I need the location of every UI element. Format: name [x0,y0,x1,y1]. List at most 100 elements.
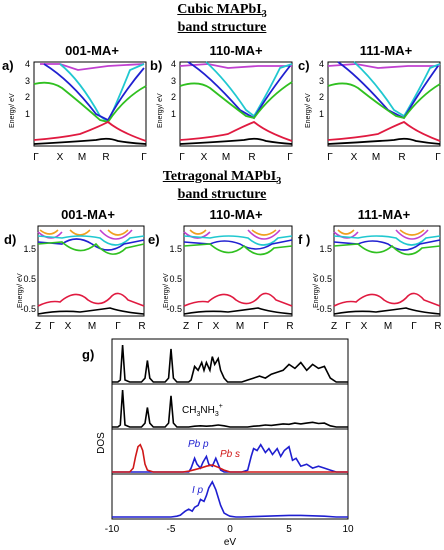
band-red [37,292,145,307]
dos-series-group [112,344,348,518]
plot-frame [33,61,147,147]
band-panel-a: a) 001-MA+ Energy/ eV 4 3 2 1 Γ X M R Γ [2,43,147,163]
annotation-i-p: I p [192,485,204,496]
x-tick-gamma1: Γ [327,152,333,163]
y-tick-1: 1 [171,109,176,119]
x-tick-gamma2: Γ [435,152,441,163]
annotation-ch3nh3-sub2: 3 [215,411,219,418]
panel-title: 110-MA+ [209,43,263,58]
band-orange [189,229,277,236]
band-cyan [205,61,293,118]
x-tick-labels: Γ X M R Γ [327,152,441,163]
band-cyan [333,235,441,246]
band-panel-c: c) 111-MA+ Energy/ eV 4 3 2 1 Γ X M R Γ [298,43,441,163]
plot-frame [333,225,441,317]
dos-series-4 [112,443,348,473]
band-purple [179,63,292,69]
band-red [179,120,293,142]
dos-panel-g: g) DOS CH3NH3+ Pb p Pb s I p -10 -5 0 5 … [82,338,354,548]
panel-letter: f ) [298,232,310,247]
x-tick-gamma2: Γ [411,321,417,332]
band-lines [179,61,293,145]
panel-letter: b) [150,58,162,73]
y-tick-neg0.5: -0.5 [166,304,182,314]
plot-frame [327,61,441,147]
y-tick-neg0.5: -0.5 [20,304,36,314]
band-red [333,292,441,307]
panel-letter: e) [148,232,160,247]
tetragonal-subtitle-text: band structure [177,187,267,202]
y-tick-labels: 4 3 2 1 [25,59,30,119]
band-green [37,241,145,255]
x-tick-gamma2: Γ [141,152,147,163]
y-tick-labels: 1.5 0.5 -0.5 [166,244,182,314]
x-tick-x: X [201,152,208,163]
band-green [183,243,293,256]
x-tick-gamma2: Γ [263,321,269,332]
band-black [327,137,441,145]
y-axis-label: Energy/ eV [313,273,320,308]
panel-letter: c) [298,58,310,73]
x-tick-r: R [286,321,293,332]
x-tick-neg5: -5 [167,524,176,535]
band-black [33,137,147,145]
band-panel-e: e) 110-MA+ Energy/ eV 1.5 0.5 -0.5 Z Γ X… [148,207,294,332]
y-tick-1.5: 1.5 [319,244,332,254]
x-tick-m: M [88,321,96,332]
tetragonal-title-text: Tetragonal MAPbI [162,169,277,184]
y-tick-labels: 1.5 0.5 -0.5 [316,244,332,314]
band-red [183,292,293,307]
x-tick-gamma1: Γ [49,321,55,332]
y-tick-labels: 4 3 2 1 [171,59,176,119]
x-tick-z: Z [331,321,337,332]
band-blue [183,239,293,250]
band-orange [337,229,425,236]
x-tick-m: M [78,152,86,163]
y-tick-0.5: 0.5 [319,274,332,284]
x-tick-labels: Z Γ X M Γ R [331,321,442,332]
band-blue [333,239,441,251]
band-purple [40,63,145,71]
y-tick-0.5: 0.5 [23,274,36,284]
y-tick-3: 3 [319,76,324,86]
annotation-ch3nh3-plus: + [219,403,223,410]
y-axis-label: Energy/ eV [157,93,164,128]
band-panel-d: d) 001-MA+ Energy/ eV 1.5 0.5 -0.5 Z Γ X… [4,207,146,332]
cubic-subtitle: band structure [0,20,444,36]
x-tick-x: X [57,152,64,163]
band-cyan [183,235,293,246]
y-tick-labels: 1.5 0.5 -0.5 [20,244,36,314]
x-tick-z: Z [183,321,189,332]
x-tick-r: R [102,152,109,163]
x-tick-labels: Z Γ X M Γ R [35,321,146,332]
x-tick-gamma1: Γ [345,321,351,332]
band-black [179,137,293,145]
x-axis-label: eV [224,537,237,548]
cubic-title-sub: 3 [261,8,267,20]
panel-title: 001-MA+ [61,207,115,222]
band-lines [183,229,293,315]
band-green [179,81,293,120]
band-blue [43,63,145,122]
band-panel-f: f ) 111-MA+ Energy/ eV 1.5 0.5 -0.5 Z Γ … [298,207,442,332]
x-tick-r: R [434,321,441,332]
y-tick-neg0.5: -0.5 [316,304,332,314]
x-tick-m: M [222,152,230,163]
band-orange [39,229,129,236]
y-axis-label: Energy/ eV [17,273,24,308]
tetragonal-title-sub: 3 [276,175,282,187]
x-tick-r: R [138,321,145,332]
y-axis-label: Energy/ eV [163,273,170,308]
annotation-pb-p: Pb p [188,439,209,450]
tetragonal-subtitle: band structure [0,187,444,203]
band-lines [327,61,441,145]
y-tick-1.5: 1.5 [169,244,182,254]
panel-title: 110-MA+ [209,207,263,222]
y-axis-label: Energy/ eV [9,93,16,128]
x-tick-m: M [384,321,392,332]
y-tick-1.5: 1.5 [23,244,36,254]
band-purple [333,229,429,240]
tetragonal-title: Tetragonal MAPbI3 [0,169,444,190]
annotation-ch3nh3-nh: NH [200,405,214,416]
x-tick-labels: -10 -5 0 5 10 [105,524,354,535]
